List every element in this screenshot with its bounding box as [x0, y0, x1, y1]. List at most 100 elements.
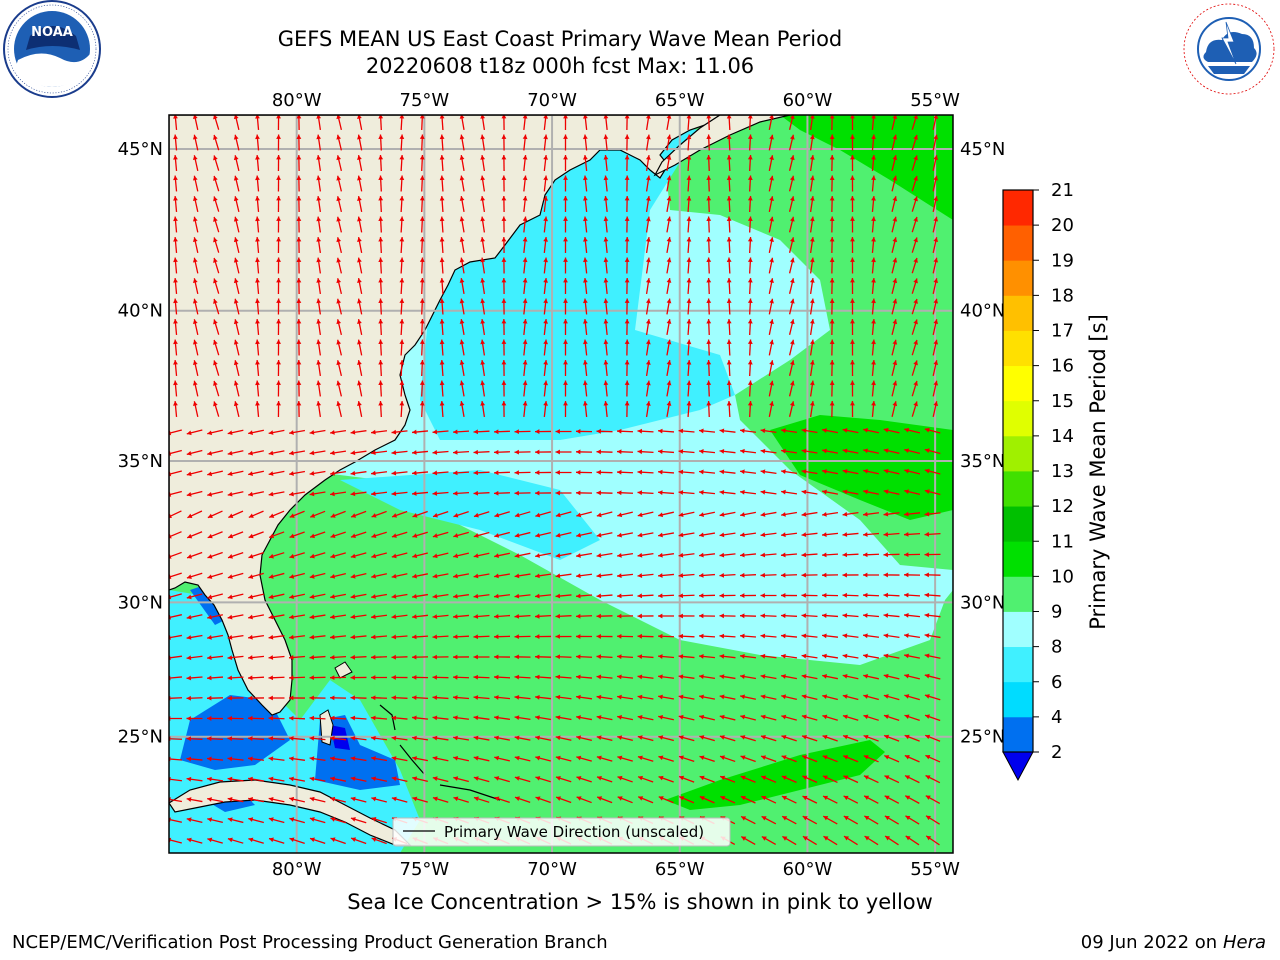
wave-arrow-head [576, 694, 581, 700]
wave-arrow-head [925, 775, 931, 780]
wave-arrow-head [596, 674, 602, 680]
wave-arrow-head [913, 339, 918, 345]
wave-arrow-head [213, 134, 218, 140]
wave-arrow-head [350, 715, 356, 721]
wave-arrow-head [583, 278, 588, 283]
wave-arrow-head [850, 360, 855, 365]
wave-arrow-head [419, 278, 425, 283]
wave-arrow-head [666, 237, 672, 242]
wave-arrow-head [583, 175, 588, 181]
wave-arrow-head [719, 674, 725, 680]
wave-arrow-head [316, 380, 322, 386]
wave-arrow-head [637, 449, 643, 455]
wave-arrow-shaft [169, 470, 182, 476]
wave-arrow-head [809, 278, 815, 283]
wave-arrow-head [699, 735, 705, 740]
wave-arrow-head [583, 257, 588, 263]
wave-arrow-head [336, 115, 342, 120]
wave-arrow-head [563, 237, 568, 242]
wave-arrow-head [850, 401, 855, 406]
wave-arrow-head [747, 319, 753, 324]
wave-arrow-head [173, 278, 178, 283]
wave-arrow-head [583, 380, 588, 386]
wave-arrow-head [336, 175, 342, 181]
wave-arrow-head [719, 653, 725, 659]
wave-arrow-head [563, 319, 568, 324]
wave-arrow-head [760, 593, 765, 598]
colorbar-tick-label: 17 [1051, 321, 1074, 342]
wave-arrow-head [480, 115, 486, 119]
wave-arrow-head [186, 655, 192, 661]
wave-arrow-head [706, 175, 712, 180]
wave-arrow-head [330, 491, 335, 497]
land-bahamas-abaco [334, 661, 353, 679]
wave-arrow-head [432, 533, 438, 538]
wave-arrow-head [823, 795, 829, 801]
wave-arrow-head [823, 816, 829, 821]
wave-arrow-head [412, 513, 418, 518]
wave-arrow-head [637, 428, 643, 434]
wave-arrow-head [351, 837, 357, 842]
wave-arrow-head [227, 797, 233, 802]
wave-arrow-head [330, 450, 335, 456]
wave-arrow-head [563, 401, 568, 406]
wave-arrow-head [925, 714, 930, 719]
wave-arrow-head [801, 593, 806, 598]
wave-arrow-head [330, 654, 335, 660]
wave-arrow-head [399, 360, 405, 365]
wave-arrow-head [268, 655, 274, 660]
wave-arrow-head [419, 115, 425, 119]
wave-arrow-head [645, 115, 651, 119]
colorbar-segment [1003, 225, 1033, 261]
wave-arrow-head [913, 216, 918, 222]
wave-arrow-head [419, 175, 425, 181]
wave-arrow-head [658, 469, 663, 475]
wave-arrow-head [699, 633, 704, 639]
wave-arrow-head [904, 755, 910, 760]
wave-arrow-head [781, 428, 786, 434]
wave-arrow-head [789, 380, 795, 386]
wave-arrow-head [719, 428, 725, 434]
wave-arrow-head [871, 216, 876, 222]
wave-arrow-head [453, 634, 458, 640]
wave-arrow-head [924, 572, 929, 578]
wave-arrow-head [617, 755, 623, 761]
wave-arrow-head [904, 448, 910, 454]
wave-arrow-head [412, 470, 417, 476]
wave-arrow-head [809, 401, 815, 406]
wave-arrow-head [658, 674, 663, 680]
wave-arrow-head [378, 298, 384, 304]
wave-arrow-head [186, 695, 191, 701]
wave-arrow-head [769, 175, 774, 181]
wave-arrow-head [391, 491, 397, 496]
nws-logo [1182, 2, 1276, 96]
wave-arrow-head [276, 380, 281, 385]
wave-arrow-head [863, 755, 869, 760]
wave-arrow-shaft [169, 778, 183, 782]
wave-arrow-shaft [169, 798, 183, 803]
wave-arrow-head [357, 401, 362, 406]
wave-arrow-head [822, 448, 827, 454]
wave-arrow-head [726, 380, 732, 386]
wave-arrow-shaft [169, 818, 183, 823]
wave-arrow-head [850, 216, 855, 221]
wave-arrow-head [357, 339, 362, 345]
wave-arrow-head [924, 612, 930, 618]
wave-arrow-head [357, 298, 362, 304]
wave-arrow-head [842, 428, 848, 433]
wave-arrow-head [268, 675, 274, 681]
wave-arrow-head [522, 237, 528, 242]
wave-arrow-head [248, 655, 253, 660]
wave-arrow-head [658, 755, 664, 761]
lon-label-top: 75°W [400, 90, 450, 111]
wave-arrow-head [248, 450, 253, 456]
wave-arrow-head [501, 257, 507, 262]
wave-arrow-head [255, 319, 260, 324]
wave-arrow-head [822, 674, 827, 679]
wave-arrow-head [412, 675, 417, 680]
wave-arrow-head [863, 572, 868, 578]
wave-arrow-head [576, 490, 581, 496]
colorbar-segment [1003, 576, 1033, 612]
wave-arrow-head [535, 654, 540, 660]
wave-arrow-head [276, 134, 281, 139]
